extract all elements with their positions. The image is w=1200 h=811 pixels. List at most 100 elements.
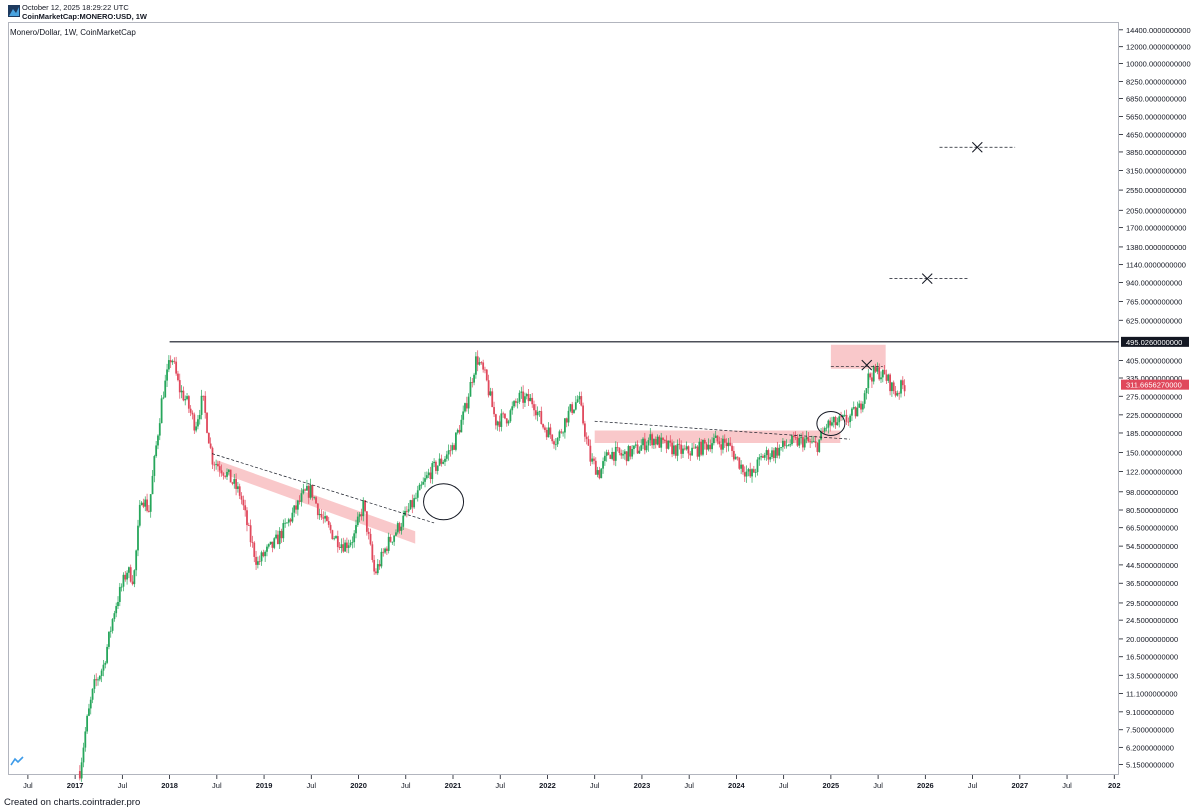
candle-body bbox=[449, 450, 452, 452]
candle-body bbox=[438, 458, 441, 466]
candle-body bbox=[749, 469, 752, 477]
candle-body bbox=[142, 502, 145, 507]
candle-body bbox=[424, 478, 426, 482]
candle-body bbox=[287, 519, 290, 523]
candle-body bbox=[300, 493, 303, 502]
candle-body bbox=[182, 390, 185, 401]
y-tick-label: 11.1000000000 bbox=[1126, 689, 1178, 698]
candle-body bbox=[111, 619, 114, 631]
candle-body bbox=[271, 541, 274, 548]
candle-body bbox=[275, 534, 277, 539]
candle-body bbox=[189, 408, 192, 413]
candle-body bbox=[785, 445, 788, 447]
candle-body bbox=[385, 548, 388, 551]
candle-body bbox=[878, 367, 881, 380]
candle-body bbox=[333, 538, 336, 540]
y-tick-label: 311.6656270000 bbox=[1126, 381, 1182, 390]
candle-body bbox=[881, 369, 884, 378]
candle-body bbox=[233, 478, 236, 484]
candle-body bbox=[861, 403, 864, 410]
chart-pane[interactable] bbox=[8, 22, 1119, 775]
candle-body bbox=[482, 362, 485, 370]
x-tick-label: Jul bbox=[495, 781, 505, 790]
candle-body bbox=[772, 450, 775, 459]
candle-body bbox=[315, 497, 317, 504]
candle-body bbox=[415, 497, 417, 499]
candle-body bbox=[505, 418, 508, 424]
candle-body bbox=[320, 513, 323, 518]
candle-body bbox=[427, 472, 430, 476]
candle-body bbox=[80, 762, 83, 779]
candle-body bbox=[792, 435, 795, 437]
candle-body bbox=[836, 422, 839, 426]
candle-body bbox=[416, 490, 419, 498]
candle-body bbox=[425, 475, 428, 479]
candle-body bbox=[346, 542, 348, 548]
candle-body bbox=[326, 516, 328, 522]
candle-body bbox=[560, 431, 563, 433]
candle-body bbox=[445, 454, 448, 459]
candle-body bbox=[102, 664, 105, 671]
candle-body bbox=[197, 419, 199, 427]
candle-body bbox=[742, 464, 744, 473]
candle-body bbox=[289, 519, 292, 522]
candle-body bbox=[900, 380, 902, 394]
candle-body bbox=[700, 441, 703, 455]
candle-body bbox=[93, 679, 96, 689]
candle-body bbox=[496, 421, 499, 426]
candle-body bbox=[404, 510, 406, 516]
candle-body bbox=[135, 550, 138, 571]
candle-body bbox=[689, 453, 692, 456]
candle-body bbox=[547, 427, 550, 438]
candle-body bbox=[640, 445, 643, 451]
candle-body bbox=[665, 440, 668, 449]
y-tick-label: 24.5000000000 bbox=[1126, 616, 1178, 625]
candle-body bbox=[841, 415, 844, 418]
candle-body bbox=[173, 360, 176, 362]
candle-body bbox=[227, 469, 230, 472]
x-tick-label: 2017 bbox=[67, 781, 84, 790]
candle-body bbox=[444, 458, 446, 462]
candle-body bbox=[431, 463, 434, 480]
candle-body bbox=[662, 437, 664, 440]
candle-body bbox=[175, 361, 178, 374]
candle-body bbox=[633, 445, 635, 449]
candle-body bbox=[411, 500, 414, 508]
candle-body bbox=[765, 450, 768, 456]
candle-body bbox=[613, 451, 615, 461]
candle-body bbox=[347, 545, 350, 548]
candle-body bbox=[113, 613, 116, 620]
candle-body bbox=[593, 458, 595, 461]
y-tick-label: 4650.0000000000 bbox=[1126, 130, 1186, 139]
candle-body bbox=[340, 544, 343, 548]
candle-body bbox=[485, 369, 488, 381]
y-tick-label: 66.5000000000 bbox=[1126, 524, 1178, 533]
candle-body bbox=[211, 447, 214, 465]
x-tick-label: 2027 bbox=[1011, 781, 1028, 790]
candle-body bbox=[237, 486, 239, 489]
candle-body bbox=[318, 513, 321, 516]
x-tick-label: 2018 bbox=[161, 781, 178, 790]
candle-body bbox=[553, 441, 555, 445]
candle-body bbox=[413, 498, 416, 508]
candle-body bbox=[256, 561, 259, 565]
candle-body bbox=[147, 510, 150, 512]
candle-body bbox=[707, 444, 710, 450]
candle-body bbox=[255, 556, 257, 565]
candle-body bbox=[582, 405, 584, 424]
candle-body bbox=[631, 448, 634, 457]
candle-body bbox=[376, 564, 379, 574]
candle-body bbox=[887, 374, 890, 381]
target-x-mark bbox=[861, 359, 873, 371]
candle-body bbox=[627, 446, 630, 462]
candle-body bbox=[596, 470, 599, 475]
candle-body bbox=[542, 424, 545, 428]
y-tick-label: 3850.0000000000 bbox=[1126, 148, 1186, 157]
candle-body bbox=[298, 500, 301, 502]
candle-body bbox=[504, 413, 506, 419]
candle-body bbox=[380, 551, 383, 567]
candle-body bbox=[703, 439, 706, 444]
candle-body bbox=[845, 414, 848, 422]
candle-body bbox=[738, 457, 741, 469]
